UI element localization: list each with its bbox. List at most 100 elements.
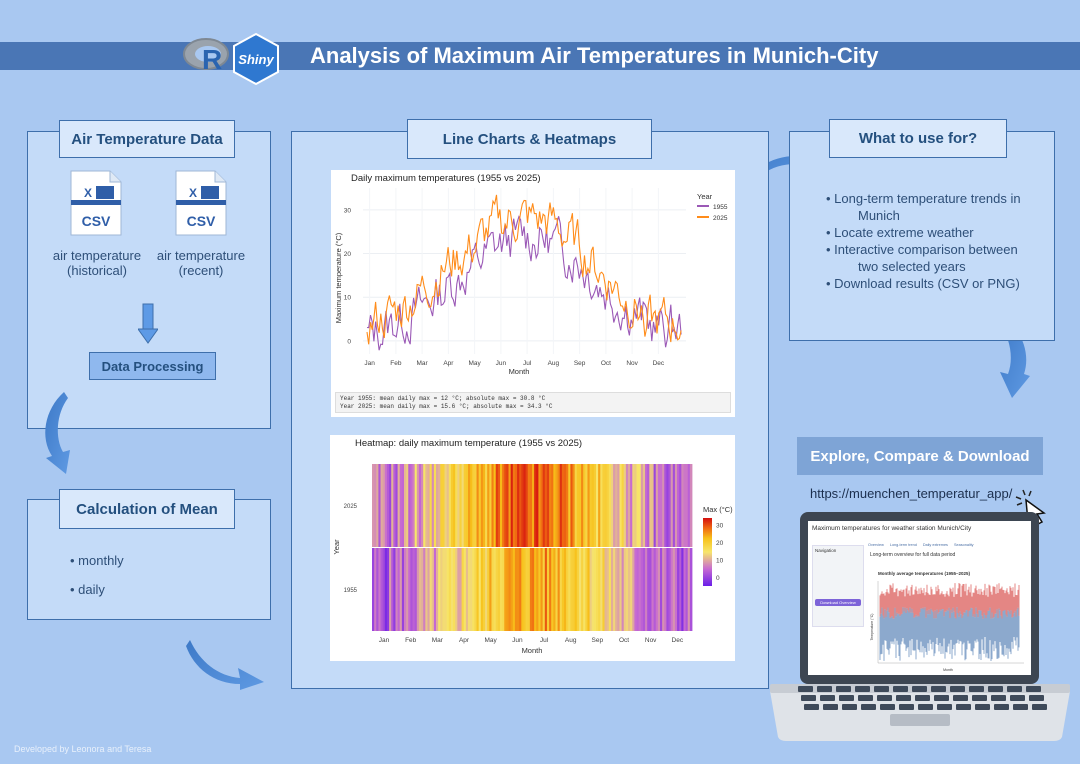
x-axis-label: Month	[522, 646, 543, 655]
heat-cell	[636, 464, 640, 547]
heat-cell	[544, 548, 548, 631]
heat-cell	[668, 548, 672, 631]
legend-label: 1955	[713, 204, 728, 211]
heat-cell	[593, 464, 597, 547]
heat-cell	[380, 548, 384, 631]
app-tab[interactable]: Seasonality	[953, 543, 974, 547]
explore-heading: Explore, Compare & Download	[797, 437, 1043, 475]
heat-cell	[476, 464, 480, 547]
heat-cell	[510, 548, 514, 631]
heat-cell	[679, 464, 682, 547]
chart-title: Heatmap: daily maximum temperature (1955…	[355, 438, 582, 449]
curved-arrow-icon	[45, 392, 70, 474]
heat-cell	[589, 464, 593, 547]
heat-cell	[457, 548, 460, 631]
heat-cell	[491, 548, 494, 631]
app-sidebar: Navigation Download Overview	[812, 545, 864, 627]
heat-cell	[502, 464, 505, 547]
heat-cell	[397, 548, 401, 631]
heat-cell	[655, 464, 659, 547]
heat-cell	[566, 464, 569, 547]
app-tab[interactable]: Overview	[868, 543, 884, 547]
heat-cell	[468, 548, 471, 631]
heat-cell	[602, 464, 605, 547]
heat-cell	[674, 548, 678, 631]
heat-cell	[485, 464, 488, 547]
line-chart[interactable]: Daily maximum temperatures (1955 vs 2025…	[331, 170, 735, 390]
heat-cell	[608, 464, 612, 547]
x-tick-label: Jul	[540, 637, 549, 644]
heat-cell	[508, 548, 512, 631]
heat-cell	[423, 548, 426, 631]
page-title: Analysis of Maximum Air Temperatures in …	[310, 43, 879, 68]
chart-title: Daily maximum temperatures (1955 vs 2025…	[351, 173, 541, 184]
heat-cell	[459, 464, 462, 547]
colorbar-tick-label: 0	[716, 575, 720, 582]
heat-cell	[685, 464, 689, 547]
heat-cell	[525, 548, 529, 631]
heat-cell	[640, 548, 644, 631]
heat-cell	[401, 464, 405, 547]
heat-cell	[615, 548, 618, 631]
heat-cell	[416, 464, 420, 547]
heat-cell	[662, 548, 665, 631]
heat-cell	[534, 548, 537, 631]
heat-cell	[574, 548, 578, 631]
heat-cell	[574, 464, 578, 547]
heat-cell	[425, 548, 428, 631]
x-tick-label: Jun	[512, 637, 523, 644]
heat-cell	[687, 548, 691, 631]
x-tick-label: Mar	[432, 637, 444, 644]
keyboard-key	[804, 704, 819, 710]
x-tick-label: Nov	[626, 360, 638, 367]
app-url-link[interactable]: https://muenchen_temperatur_app/	[810, 486, 1013, 501]
heat-cell	[606, 548, 610, 631]
colorbar-tick-label: 20	[716, 540, 724, 547]
heat-cell	[589, 548, 593, 631]
heat-cell	[628, 548, 631, 631]
x-tick-label: Jul	[523, 360, 532, 367]
heat-cell	[384, 464, 388, 547]
app-title: Maximum temperatures for weather station…	[812, 525, 972, 532]
download-overview-button[interactable]: Download Overview	[815, 599, 861, 606]
svg-text:X: X	[189, 186, 197, 200]
heat-cell	[529, 548, 533, 631]
heat-cell	[382, 548, 386, 631]
heat-cell	[645, 464, 648, 547]
heat-cell	[534, 464, 537, 547]
y-tick-label: 2025	[344, 504, 358, 510]
heatmap-chart[interactable]: Heatmap: daily maximum temperature (1955…	[330, 435, 735, 661]
heat-cell	[662, 464, 665, 547]
heat-cell	[523, 548, 526, 631]
line-chart-card: Daily maximum temperatures (1955 vs 2025…	[331, 170, 735, 417]
heat-cell	[448, 464, 452, 547]
heat-cell	[625, 548, 629, 631]
heat-cell	[433, 548, 437, 631]
heat-cell	[450, 548, 454, 631]
app-tab[interactable]: Long-term trend	[889, 543, 917, 547]
heat-cell	[600, 548, 603, 631]
heat-cell	[632, 548, 635, 631]
keyboard-key	[877, 695, 892, 701]
heat-cell	[436, 548, 439, 631]
heat-cell	[374, 548, 377, 631]
heat-cell	[414, 464, 418, 547]
mini-y-label: Temperature (°C)	[870, 614, 874, 641]
heat-cell	[418, 464, 422, 547]
heat-cell	[391, 548, 394, 631]
heat-cell	[689, 548, 693, 631]
x-tick-label: Dec	[653, 360, 665, 367]
heat-cell	[491, 464, 494, 547]
x-tick-label: Sep	[574, 360, 586, 367]
heat-cell	[376, 464, 379, 547]
heat-cell	[553, 464, 556, 547]
heat-cell	[433, 464, 437, 547]
heat-cell	[572, 548, 576, 631]
heat-cell	[570, 548, 573, 631]
app-tab[interactable]: Daily extremes	[922, 543, 948, 547]
app-sidebar-title: Navigation	[815, 548, 837, 553]
heat-cell	[527, 464, 531, 547]
heat-cell	[617, 548, 620, 631]
heat-cell	[372, 548, 375, 631]
heat-cell	[674, 464, 678, 547]
